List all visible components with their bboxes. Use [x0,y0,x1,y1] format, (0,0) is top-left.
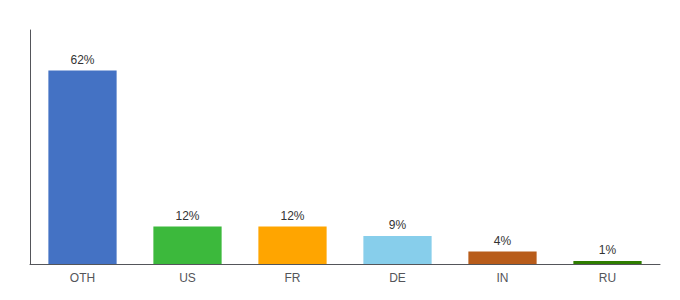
svg-text:9%: 9% [389,218,407,232]
svg-text:12%: 12% [280,209,304,223]
svg-text:RU: RU [599,271,616,285]
svg-text:US: US [179,271,196,285]
svg-text:DE: DE [389,271,406,285]
svg-text:FR: FR [285,271,301,285]
svg-text:4%: 4% [494,234,512,248]
svg-text:IN: IN [497,271,509,285]
svg-text:62%: 62% [70,53,94,67]
svg-text:1%: 1% [599,243,617,257]
svg-text:12%: 12% [175,209,199,223]
svg-text:OTH: OTH [70,271,95,285]
